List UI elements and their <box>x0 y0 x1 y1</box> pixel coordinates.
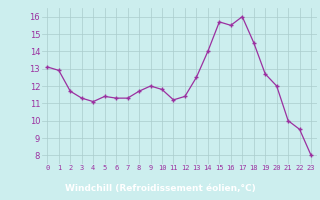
Text: Windchill (Refroidissement éolien,°C): Windchill (Refroidissement éolien,°C) <box>65 184 255 193</box>
